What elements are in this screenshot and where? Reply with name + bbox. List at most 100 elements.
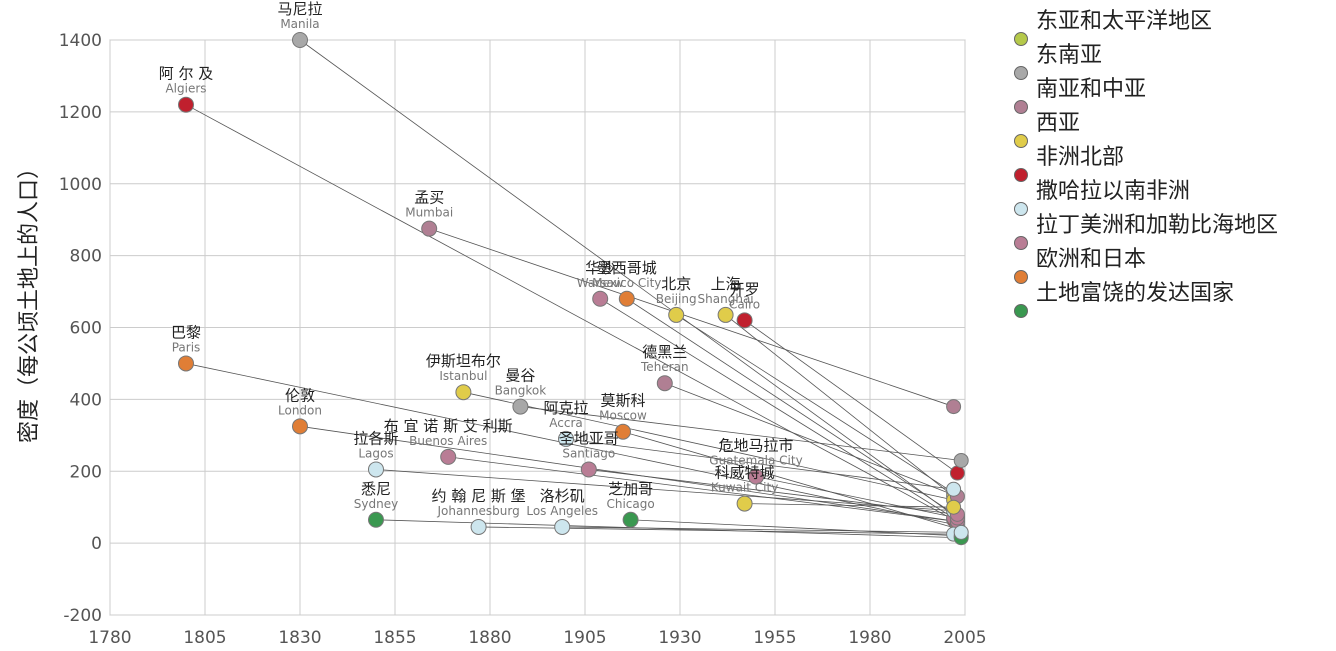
trend-line <box>448 456 958 522</box>
city-label-cn: 开罗 <box>730 280 760 298</box>
city-label-en: Kuwait City <box>711 481 778 495</box>
city-label-en: London <box>278 403 322 417</box>
trend-line <box>744 319 958 474</box>
legend-item: 拉丁美洲和加勒比海地区 <box>1010 212 1330 250</box>
end-point <box>946 499 962 515</box>
x-tick-label: 1805 <box>183 628 226 648</box>
data-point <box>178 96 194 113</box>
data-point <box>455 384 472 401</box>
city-label-en: Los Angeles <box>526 504 598 518</box>
trend-line <box>562 526 962 533</box>
city-label-en: Warsaw <box>577 276 624 290</box>
legend-label: 南亚和中亚 <box>1036 77 1147 102</box>
legend-swatch <box>1014 134 1028 148</box>
legend-item: 西亚 <box>1010 110 1330 148</box>
legend-item: 撒哈拉以南非洲 <box>1010 178 1330 216</box>
trend-line <box>588 469 958 515</box>
legend-label: 土地富饶的发达国家 <box>1036 281 1235 306</box>
y-tick-label: 800 <box>70 247 102 267</box>
city-label-en: Bangkok <box>495 384 547 398</box>
data-point <box>656 375 673 392</box>
legend-item: 南亚和中亚 <box>1010 76 1330 114</box>
legend-label: 非洲北部 <box>1036 145 1125 170</box>
city-label-en: Algiers <box>165 82 206 96</box>
trend-line <box>375 469 954 512</box>
trend-line <box>299 39 958 519</box>
legend-label: 欧洲和日本 <box>1036 247 1147 272</box>
trend-line <box>744 503 954 508</box>
end-point <box>946 481 962 497</box>
city-label-en: Buenos Aires <box>409 434 487 448</box>
city-label-cn: 墨西哥城 <box>597 259 657 277</box>
data-point <box>368 461 384 478</box>
data-point <box>618 290 635 307</box>
data-point <box>558 430 574 447</box>
city-label-cn: 华沙 <box>585 259 615 277</box>
y-tick-label: 600 <box>70 319 102 339</box>
data-point <box>368 511 384 528</box>
data-point <box>440 448 457 465</box>
end-point <box>953 524 969 540</box>
y-axis-label: 密度（每公顷土地上的人口） <box>17 157 42 443</box>
city-label-cn: 科威特城 <box>715 464 775 482</box>
trend-line <box>520 406 962 461</box>
chart: 1780 1805 1830 1855 1880 1905 1930 1955 1980 2005… <box>17 0 987 648</box>
end-point <box>953 452 969 468</box>
data-point <box>292 418 308 435</box>
data-point <box>554 518 571 535</box>
city-label-en: Chicago <box>606 497 654 511</box>
city-label-en: Shanghai <box>698 292 754 306</box>
city-label-cn: 洛杉矶 <box>540 487 585 505</box>
city-label-en: Lagos <box>358 446 393 460</box>
data-point <box>615 423 631 440</box>
city-label-cn: 拉各斯 <box>353 429 398 447</box>
legend: 东亚和太平洋地区 东南亚 南亚和中亚西亚 非洲北部撒哈拉以南非洲拉丁美洲和加勒比海地区… <box>1010 8 1330 318</box>
city-label-cn: 伦敦 <box>285 386 315 404</box>
city-label-cn: 伊斯坦布尔 <box>426 352 501 370</box>
city-label-cn: 马尼拉 <box>277 0 322 18</box>
data-point <box>622 511 639 528</box>
data-point <box>736 312 753 329</box>
trend-line <box>675 314 954 494</box>
legend-swatch <box>1014 236 1028 250</box>
y-tick-label: 400 <box>70 390 102 410</box>
city-label-cn: 阿 尔 及 <box>159 65 214 83</box>
legend-swatch <box>1014 32 1028 46</box>
x-tick-label: 1855 <box>373 628 416 648</box>
city-label-cn: 悉尼 <box>361 480 391 498</box>
city-label-cn: 德黑兰 <box>642 343 687 361</box>
data-points <box>178 32 969 546</box>
city-label-en: Moscow <box>599 409 647 423</box>
city-label-cn: 莫斯科 <box>600 392 645 410</box>
city-label-cn: 圣地亚哥 <box>559 429 619 447</box>
data-point <box>748 468 764 485</box>
x-tick-label: 1980 <box>848 628 891 648</box>
city-label-en: Santiago <box>562 446 615 460</box>
legend-item: 东亚和太平洋地区 <box>1010 8 1330 46</box>
trend-line <box>463 391 954 501</box>
city-label-cn: 芝加哥 <box>608 480 653 498</box>
city-label-en: Mumbai <box>405 206 453 220</box>
data-point <box>470 518 487 535</box>
trend-line <box>626 298 958 517</box>
trend-line <box>429 228 954 407</box>
data-point <box>736 495 753 512</box>
trend-line <box>185 104 954 521</box>
city-label-cn: 孟买 <box>414 189 444 207</box>
axes: 1780 1805 1830 1855 1880 1905 1930 1955 1980 2005… <box>59 31 987 648</box>
x-tick-label: 2005 <box>943 628 986 648</box>
trend-line <box>755 476 958 519</box>
data-point <box>717 306 734 323</box>
end-point <box>949 465 965 481</box>
legend-swatch <box>1014 304 1028 318</box>
legend-swatch <box>1014 270 1028 284</box>
x-tick-label: 1930 <box>658 628 701 648</box>
data-point <box>592 290 609 307</box>
city-label-cn: 曼谷 <box>505 367 535 385</box>
city-label-en: Accra <box>549 416 582 430</box>
legend-swatch <box>1014 100 1028 114</box>
city-label-en: Teheran <box>640 360 689 374</box>
city-label-cn: 巴黎 <box>171 323 201 341</box>
legend-label: 撒哈拉以南非洲 <box>1036 179 1191 204</box>
legend-item: 东南亚 <box>1010 42 1330 80</box>
